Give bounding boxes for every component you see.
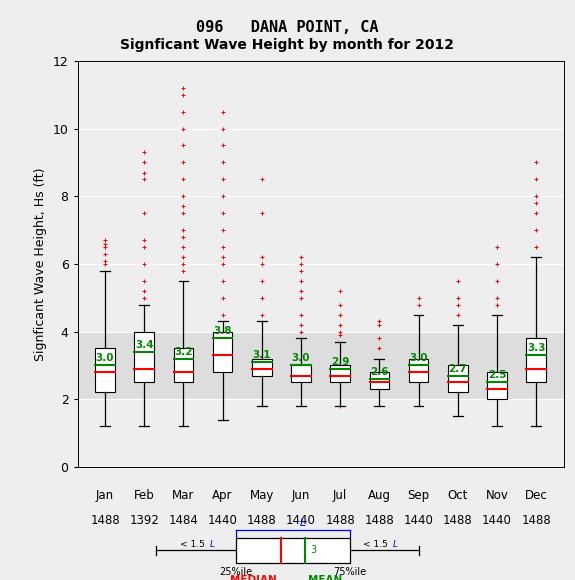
Bar: [174, 349, 193, 382]
Text: 3.0: 3.0: [96, 353, 114, 363]
Bar: [409, 358, 428, 382]
Text: 3.3: 3.3: [527, 343, 545, 353]
Bar: [135, 332, 154, 382]
Text: 1488: 1488: [247, 514, 277, 527]
Text: 1488: 1488: [365, 514, 394, 527]
Text: 1440: 1440: [404, 514, 434, 527]
Text: L: L: [393, 539, 398, 549]
Text: 1440: 1440: [482, 514, 512, 527]
Text: 3.0: 3.0: [409, 353, 428, 363]
Text: 1488: 1488: [325, 514, 355, 527]
Bar: [236, 538, 350, 563]
Text: 2.6: 2.6: [370, 367, 389, 377]
Text: 3.2: 3.2: [174, 347, 193, 357]
Text: 25%ile: 25%ile: [219, 567, 252, 577]
Text: 3: 3: [310, 545, 316, 556]
Bar: [291, 365, 310, 382]
Text: Apr: Apr: [212, 489, 233, 502]
Bar: [78, 332, 564, 399]
Y-axis label: Signficant Wave Height, Hs (ft): Signficant Wave Height, Hs (ft): [34, 167, 47, 361]
Text: Oct: Oct: [447, 489, 468, 502]
Text: Jun: Jun: [292, 489, 310, 502]
Bar: [252, 358, 271, 376]
Bar: [370, 372, 389, 389]
Bar: [526, 338, 546, 382]
Bar: [487, 372, 507, 399]
Text: Mar: Mar: [172, 489, 194, 502]
Text: Jul: Jul: [333, 489, 347, 502]
Text: 1392: 1392: [129, 514, 159, 527]
Text: 1484: 1484: [168, 514, 198, 527]
Bar: [95, 349, 115, 393]
Text: 2.9: 2.9: [331, 357, 350, 367]
Text: 1440: 1440: [286, 514, 316, 527]
Text: < 1.5: < 1.5: [181, 539, 208, 549]
Text: Signficant Wave Height by month for 2012: Signficant Wave Height by month for 2012: [121, 38, 454, 52]
Text: MEDIAN: MEDIAN: [231, 575, 277, 580]
Text: 1488: 1488: [90, 514, 120, 527]
Text: Feb: Feb: [134, 489, 155, 502]
Bar: [331, 365, 350, 382]
Text: 75%ile: 75%ile: [333, 567, 366, 577]
Text: 1440: 1440: [208, 514, 237, 527]
Text: 2.5: 2.5: [488, 370, 506, 380]
Text: 2.7: 2.7: [448, 364, 467, 374]
Text: 3.8: 3.8: [213, 327, 232, 336]
Text: Jan: Jan: [96, 489, 114, 502]
Text: 1488: 1488: [521, 514, 551, 527]
Text: Sep: Sep: [408, 489, 430, 502]
Text: May: May: [250, 489, 274, 502]
Text: < 1.5: < 1.5: [363, 539, 391, 549]
Text: 3.4: 3.4: [135, 340, 154, 350]
Text: L: L: [300, 519, 306, 528]
Bar: [448, 365, 467, 393]
Text: Nov: Nov: [485, 489, 508, 502]
Text: Aug: Aug: [368, 489, 391, 502]
Text: 3.0: 3.0: [292, 353, 310, 363]
Text: MEAN: MEAN: [308, 575, 343, 580]
Text: Dec: Dec: [525, 489, 547, 502]
Bar: [213, 332, 232, 372]
Text: L: L: [210, 539, 215, 549]
Text: 3.1: 3.1: [252, 350, 271, 360]
Text: 1488: 1488: [443, 514, 473, 527]
Text: 096   DANA POINT, CA: 096 DANA POINT, CA: [196, 20, 379, 35]
